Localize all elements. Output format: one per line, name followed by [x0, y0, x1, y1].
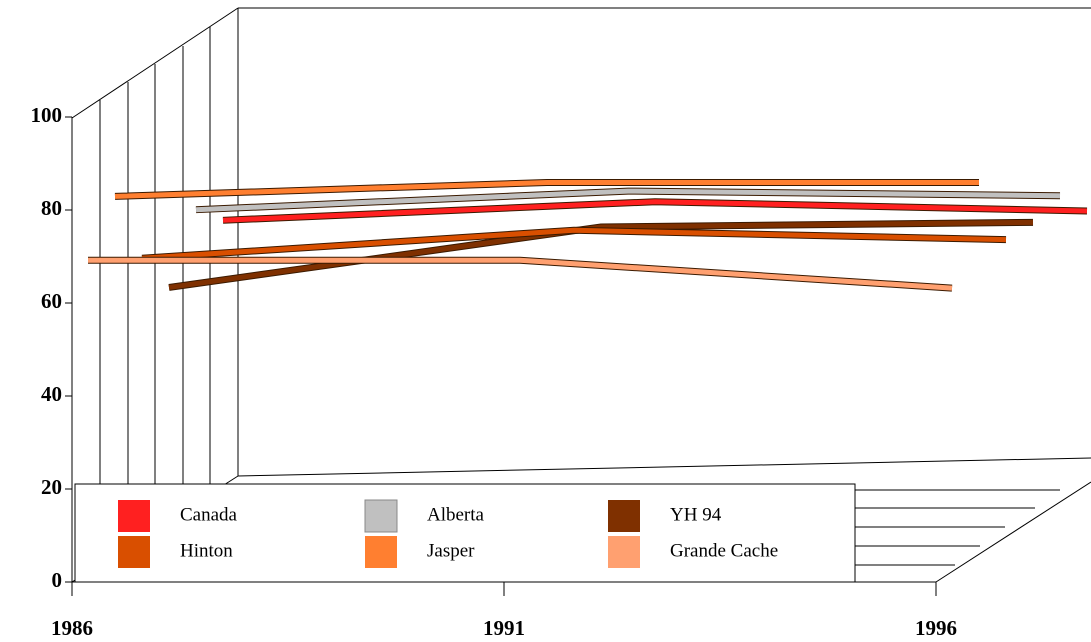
left-wall-top [71, 7, 239, 119]
series-line [222, 199, 1088, 223]
legend-swatch [608, 536, 640, 568]
plot [88, 178, 1088, 292]
back-floor-edge [237, 457, 1091, 477]
legend: Canada Alberta YH 94 Hinton Jasper Grande Cac… [118, 499, 778, 568]
series-line [88, 257, 953, 291]
x-tick-label: 1996 [915, 616, 957, 640]
legend-swatch [364, 499, 398, 533]
legend-label: Grande Cache [670, 540, 778, 561]
y-tick-label: 60 [41, 289, 62, 313]
legend-swatch [365, 536, 397, 568]
right-floor-edge [935, 481, 1091, 583]
series-line [168, 219, 1034, 290]
x-tick-label: 1986 [51, 616, 93, 640]
y-tick-label: 80 [41, 196, 62, 220]
legend-label: Canada [180, 504, 238, 525]
legend-label: Alberta [427, 504, 485, 525]
legend-swatch [118, 500, 150, 532]
series-line [195, 188, 1061, 213]
y-tick-label: 0 [52, 568, 63, 592]
y-tick-label: 40 [41, 382, 62, 406]
legend-label: Jasper [427, 540, 475, 561]
series-line [141, 227, 1007, 261]
legend-swatch [118, 536, 150, 568]
legend-label: Hinton [180, 540, 233, 561]
legend-box [74, 483, 856, 583]
y-tick-label: 20 [41, 475, 62, 499]
legend-swatch [608, 500, 640, 532]
legend-label: YH 94 [670, 504, 722, 525]
series-line [114, 179, 979, 199]
x-tick-label: 1991 [483, 616, 525, 640]
y-tick-label: 100 [31, 103, 63, 127]
